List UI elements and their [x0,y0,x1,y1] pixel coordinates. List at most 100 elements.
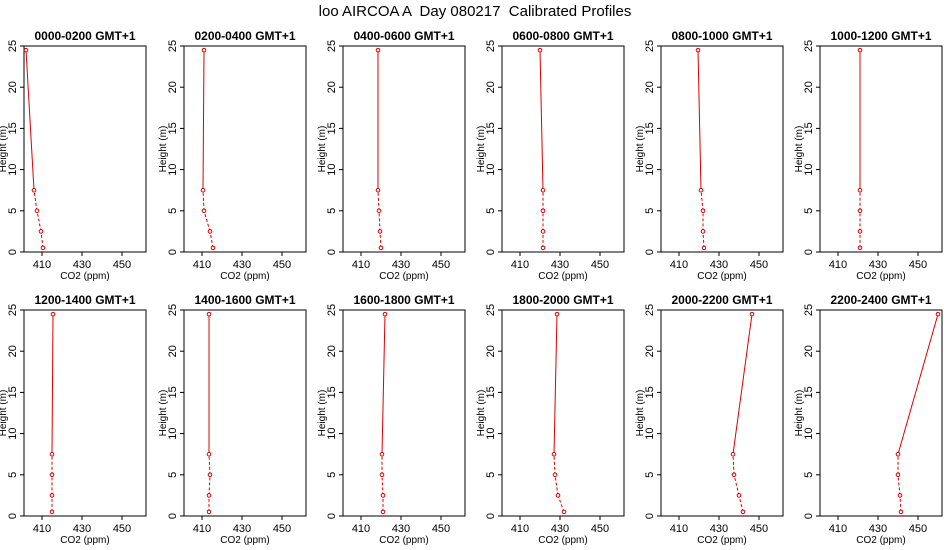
panel-title: 1600-1800 GMT+1 [353,293,454,307]
y-tick-label: 25 [803,40,815,52]
x-tick-label: 430 [551,259,569,271]
data-point [552,472,558,478]
panel-8: 1400-1600 GMT+1 410 430 450 0 5 10 15 20 25 CO2 (p… [158,293,307,546]
plot-frame [501,309,625,517]
x-tick-label: 430 [233,259,251,271]
y-tick-label: 10 [644,427,656,439]
data-point [731,472,737,478]
data-point [49,472,55,478]
panel-title: 0800-1000 GMT+1 [671,29,772,43]
y-tick-label: 10 [326,427,338,439]
panel-9: 1600-1800 GMT+1 410 430 450 0 5 10 15 20 25 CO2 (p… [317,293,466,546]
x-tick-label: 430 [73,259,91,271]
x-tick-label: 450 [591,259,609,271]
profile-segment [381,474,384,496]
panel-grid: 0000-0200 GMT+1 410 430 450 0 5 10 15 20 25 CO2 (p… [0,29,943,546]
data-point [551,451,557,457]
profile-segment [732,454,735,475]
y-tick-label: 20 [326,345,338,357]
y-tick-label: 10 [326,163,338,175]
figure-title: loo AIRCOA A Day 080217 Calibrated Profi… [319,3,632,20]
data-point [698,187,704,193]
y-tick-label: 0 [326,513,338,519]
x-tick-label: 430 [392,259,410,271]
y-tick-label: 25 [326,40,338,52]
y-tick-label: 10 [485,427,497,439]
data-point [38,229,44,234]
y-tick-label: 20 [167,345,179,357]
x-tick-label: 450 [273,523,291,535]
profile-segment [733,474,740,496]
x-tick-label: 450 [273,259,291,271]
x-tick-label: 410 [511,259,529,271]
x-tick-label: 410 [193,523,211,535]
y-tick-label: 20 [644,345,656,357]
profile-segment [25,50,35,191]
y-tick-label: 10 [167,163,179,175]
profile-segment [378,210,381,232]
panel-title: 1400-1600 GMT+1 [194,293,295,307]
x-tick-label: 410 [352,523,370,535]
panel-4: 0600-0800 GMT+1 410 430 450 0 5 10 15 20 25 CO2 (p… [476,29,625,282]
y-tick-label: 5 [644,208,656,214]
profile-segment [553,314,558,455]
y-tick-label: 20 [803,345,815,357]
x-tick-label: 450 [113,523,131,535]
data-point [540,229,546,234]
y-tick-label: 20 [7,81,19,93]
plot-frame [819,45,943,253]
profile-segment [202,190,205,211]
data-point [207,472,213,478]
profile-segment [539,50,544,191]
plot-frame [183,45,307,253]
y-tick-label: 15 [644,122,656,134]
y-tick-label: 5 [326,472,338,478]
y-tick-label: 15 [326,122,338,134]
x-tick-label: 410 [33,523,51,535]
profile-segment [697,50,702,191]
data-point [200,187,206,193]
data-point [206,493,212,498]
x-tick-label: 450 [432,523,450,535]
x-axis-label: CO2 (ppm) [220,271,269,282]
data-point [730,451,736,457]
data-point [23,47,29,53]
y-tick-label: 25 [644,40,656,52]
y-tick-label: 10 [7,427,19,439]
panel-11: 2000-2200 GMT+1 410 430 450 0 5 10 15 20 25 CO2 (p… [635,293,784,546]
y-tick-label: 20 [326,81,338,93]
x-tick-label: 410 [829,523,847,535]
data-point [49,451,55,457]
panel-6: 1000-1200 GMT+1 410 430 450 0 5 10 15 20 25 CO2 (p… [794,29,943,282]
x-tick-label: 450 [909,259,927,271]
y-tick-label: 20 [644,81,656,93]
x-tick-label: 410 [33,259,51,271]
y-tick-label: 25 [7,304,19,316]
plot-frame [342,45,466,253]
data-point [379,472,385,478]
data-point [555,493,561,498]
y-tick-label: 20 [167,81,179,93]
x-tick-label: 430 [710,523,728,535]
data-point [378,245,384,251]
x-axis-label: CO2 (ppm) [379,535,428,546]
y-tick-label: 5 [167,208,179,214]
y-axis-label: Height (m) [476,390,487,437]
data-point [897,493,903,498]
x-tick-label: 450 [750,523,768,535]
x-tick-label: 450 [591,523,609,535]
panel-title: 0600-0800 GMT+1 [512,29,613,43]
data-point [736,493,742,498]
data-point [31,187,37,193]
profile-segment [738,495,744,512]
profile-segment [702,231,705,248]
x-axis-label: CO2 (ppm) [697,271,746,282]
data-point [857,245,863,251]
x-tick-label: 430 [710,259,728,271]
data-point [895,451,901,457]
data-point [749,311,755,317]
profile-segment [36,210,42,232]
panel-title: 2000-2200 GMT+1 [671,293,772,307]
y-tick-label: 25 [485,40,497,52]
data-point [377,229,383,234]
